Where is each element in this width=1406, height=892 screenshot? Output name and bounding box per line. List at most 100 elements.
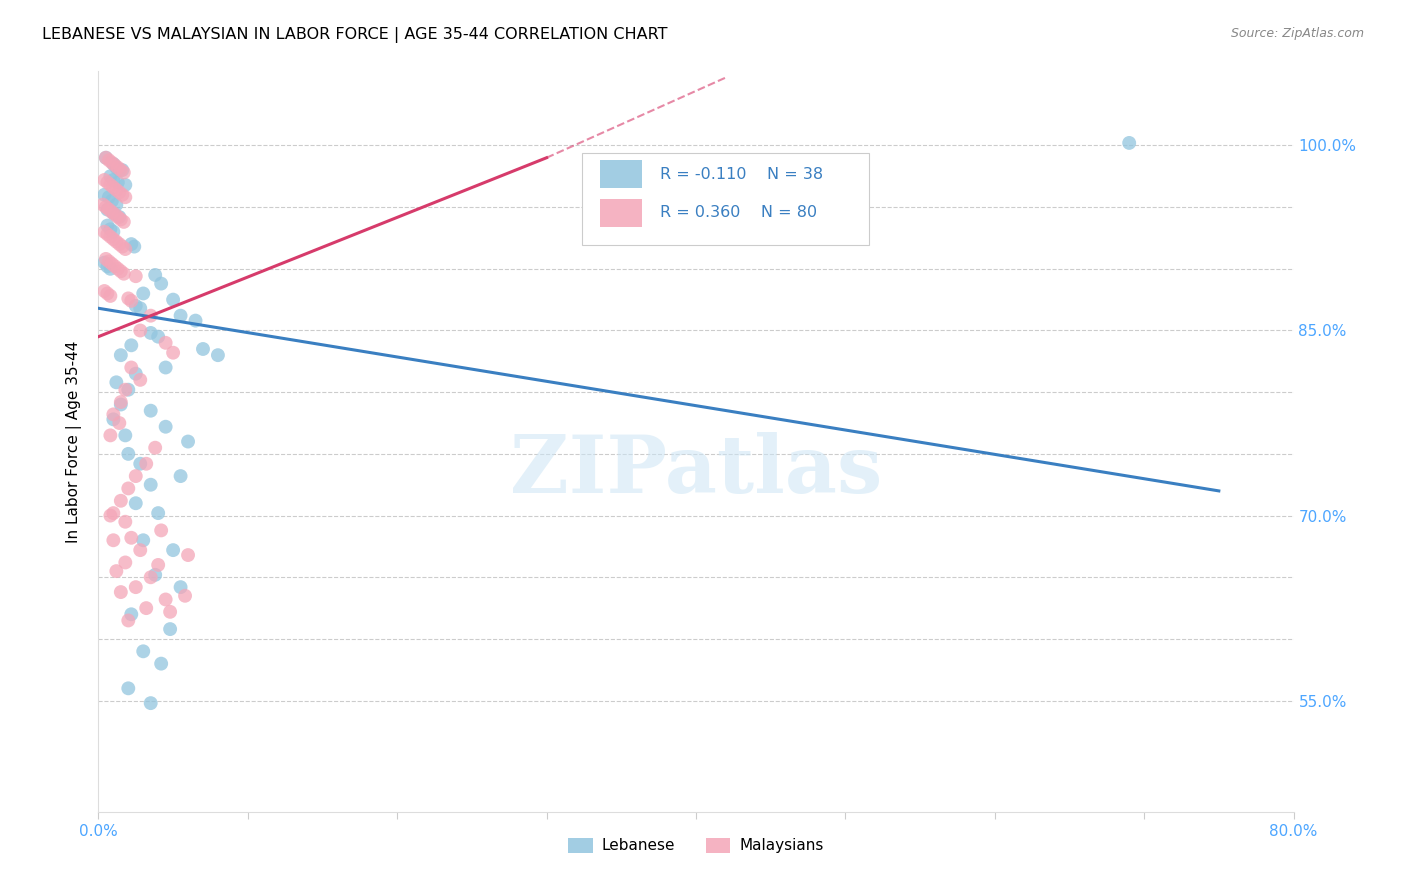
Point <box>114 190 136 204</box>
Point <box>107 261 129 276</box>
Point <box>177 548 200 562</box>
Point <box>114 178 136 192</box>
Point <box>103 180 125 194</box>
FancyBboxPatch shape <box>582 153 869 245</box>
Point <box>155 592 177 607</box>
Point <box>97 190 120 204</box>
Point <box>98 178 122 192</box>
Point <box>184 313 207 327</box>
Point <box>143 567 166 582</box>
Point <box>139 477 162 491</box>
Point <box>108 186 131 200</box>
Point <box>105 376 128 390</box>
Point <box>94 151 117 165</box>
Y-axis label: In Labor Force | Age 35-44: In Labor Force | Age 35-44 <box>66 341 83 542</box>
Point <box>129 543 152 558</box>
Point <box>101 205 124 219</box>
Point <box>132 286 155 301</box>
Point <box>104 158 127 172</box>
Point <box>114 556 136 570</box>
Point <box>129 457 152 471</box>
Point <box>169 580 191 594</box>
Point <box>135 601 157 615</box>
Point <box>139 570 162 584</box>
Point <box>162 345 184 359</box>
Point <box>120 293 142 308</box>
Point <box>120 360 142 375</box>
Point <box>120 531 142 545</box>
Point <box>155 360 177 375</box>
Point <box>125 580 148 594</box>
Point <box>148 329 170 343</box>
Point <box>98 428 122 442</box>
Point <box>114 383 136 397</box>
Point <box>103 206 125 220</box>
Point <box>159 622 181 636</box>
Point <box>117 292 139 306</box>
Point <box>110 398 132 412</box>
Point <box>98 222 122 236</box>
Point <box>93 225 115 239</box>
Point <box>103 412 125 426</box>
Point <box>93 187 115 202</box>
Point <box>110 348 132 362</box>
Point <box>148 558 170 572</box>
Point <box>155 419 177 434</box>
Point <box>150 524 173 538</box>
Point <box>94 252 117 266</box>
Text: R = -0.110    N = 38: R = -0.110 N = 38 <box>661 167 824 182</box>
Point <box>114 515 136 529</box>
Point <box>148 506 170 520</box>
Point <box>125 469 148 483</box>
Point <box>97 202 120 217</box>
Point <box>96 202 118 217</box>
Point <box>125 299 148 313</box>
Point <box>96 219 118 233</box>
Point <box>101 194 124 208</box>
Point <box>96 227 118 242</box>
Point <box>91 197 114 211</box>
Point <box>139 309 162 323</box>
Point <box>108 237 131 252</box>
Point <box>110 585 132 599</box>
Point <box>105 161 128 175</box>
Point <box>103 506 125 520</box>
Legend: Lebanese, Malaysians: Lebanese, Malaysians <box>562 832 830 860</box>
Point <box>93 284 115 298</box>
Point <box>111 239 134 253</box>
Point <box>159 605 181 619</box>
Point <box>117 614 139 628</box>
Point <box>108 210 131 224</box>
Point <box>104 260 127 274</box>
Point <box>132 533 155 548</box>
Point <box>110 264 132 278</box>
Text: LEBANESE VS MALAYSIAN IN LABOR FORCE | AGE 35-44 CORRELATION CHART: LEBANESE VS MALAYSIAN IN LABOR FORCE | A… <box>42 27 668 43</box>
Point <box>111 187 134 202</box>
FancyBboxPatch shape <box>600 199 643 227</box>
Point <box>143 268 166 282</box>
Point <box>110 493 132 508</box>
Point <box>98 169 122 184</box>
Point <box>103 173 125 187</box>
Point <box>120 607 142 622</box>
Point <box>105 197 128 211</box>
Point <box>97 254 120 268</box>
Point <box>103 157 125 171</box>
Point <box>207 348 229 362</box>
Point <box>120 237 142 252</box>
Point <box>162 543 184 558</box>
Point <box>96 286 118 301</box>
Point <box>105 183 128 197</box>
Point <box>191 342 214 356</box>
Point <box>96 260 118 274</box>
Point <box>174 589 197 603</box>
Point <box>104 207 127 221</box>
Point <box>124 239 146 253</box>
Point <box>93 255 115 269</box>
Point <box>169 469 191 483</box>
Point <box>107 161 129 175</box>
Point <box>125 367 148 381</box>
FancyBboxPatch shape <box>600 161 643 188</box>
Point <box>117 383 139 397</box>
Point <box>117 681 139 696</box>
